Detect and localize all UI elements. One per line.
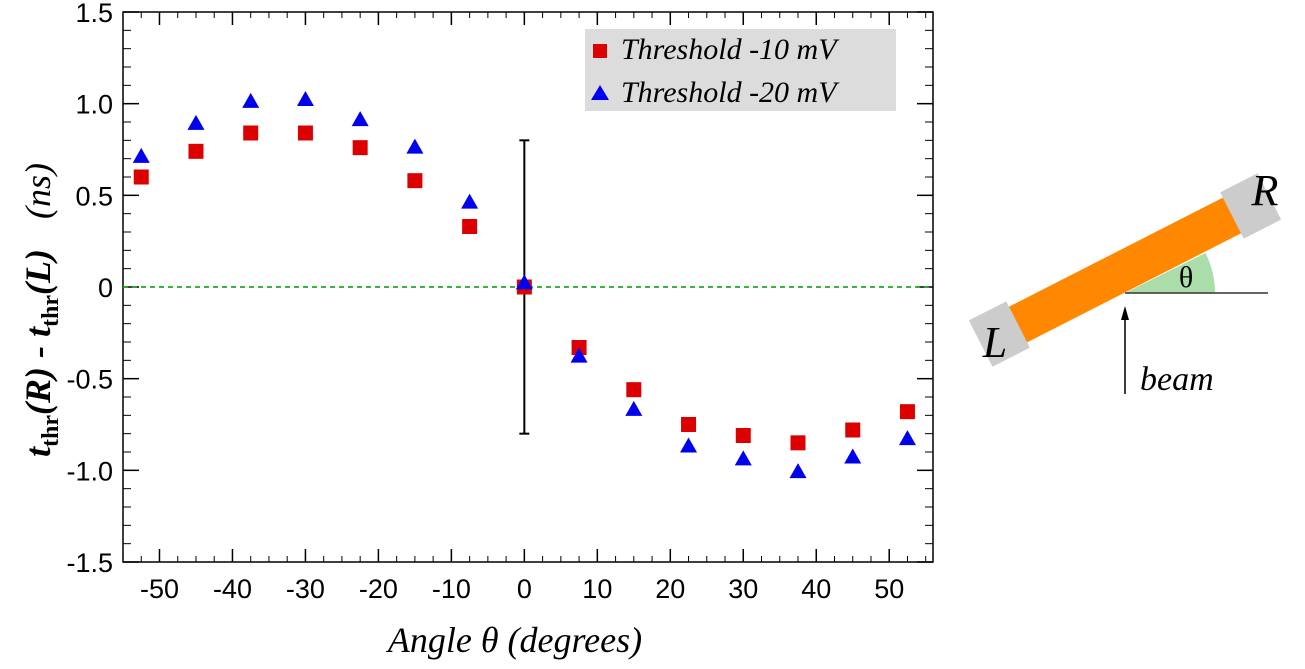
detector-diagram: L R θ beam <box>968 166 1282 398</box>
x-tick-label: 50 <box>874 574 904 604</box>
legend: Threshold -10 mV Threshold -20 mV <box>585 29 896 111</box>
y-axis-title-sub2: thr <box>38 295 64 327</box>
data-point-square <box>681 417 697 432</box>
x-tick-label: -10 <box>432 574 471 604</box>
series-2 <box>132 91 916 479</box>
data-point-triangle <box>625 400 643 416</box>
y-axis-title: tthr(R) - tthr(L)(ns) <box>18 163 64 457</box>
beam-label: beam <box>1140 361 1214 398</box>
data-point-square <box>571 340 587 355</box>
data-point-square <box>845 422 861 438</box>
data-point-triangle <box>570 347 588 363</box>
y-axis-title-sub1: thr <box>38 415 64 447</box>
detector-bar-body <box>1007 196 1243 344</box>
right-end-block <box>1220 173 1282 239</box>
scatter-chart: 1.51.00.50-0.5-1.0-1.5 -50 -40 -30 -20 -10 0 1… <box>18 0 934 660</box>
y-axis-title-t2: t <box>18 326 58 337</box>
beam-arrow-head <box>1121 306 1129 320</box>
left-end-label: L <box>982 318 1007 367</box>
y-tick-label: 0 <box>98 273 113 303</box>
x-tick-label: 30 <box>728 574 758 604</box>
left-end-block <box>968 301 1030 367</box>
x-tick-label: -20 <box>359 574 398 604</box>
x-tick-label: -30 <box>286 574 325 604</box>
data-point-square <box>899 404 915 420</box>
y-tick-label: 1.5 <box>75 0 113 28</box>
major-ticks <box>123 11 933 563</box>
legend-entry-threshold-20: Threshold -20 mV <box>591 76 840 109</box>
data-point-square <box>735 428 751 443</box>
data-point-triangle <box>898 430 916 446</box>
y-tick-labels: 1.5 1.0 0.5 0 -0.5 -1.0 -1.5 <box>66 0 113 578</box>
x-tick-labels: -50 -40 -30 -20 -10 0 10 20 30 40 50 <box>140 574 904 604</box>
data-point-triangle <box>515 274 533 290</box>
data-point-square <box>626 382 642 398</box>
data-point-triangle <box>680 437 698 453</box>
legend-label-threshold-10: Threshold -10 mV <box>621 33 840 66</box>
data-point-square <box>790 435 806 451</box>
data-point-triangle <box>789 463 807 479</box>
data-point-triangle <box>242 92 260 108</box>
x-tick-label: 40 <box>801 574 831 604</box>
data-point-triangle <box>461 193 479 209</box>
data-point-triangle <box>187 114 205 130</box>
data-point-square <box>462 219 478 234</box>
y-tick-label: 1.0 <box>75 90 113 120</box>
data-point-triangle <box>844 448 862 464</box>
detector-bar <box>968 173 1282 367</box>
x-tick-label: 10 <box>582 574 612 604</box>
data-series <box>132 91 916 479</box>
y-tick-label: -1.0 <box>66 456 113 486</box>
y-tick-label: -1.5 <box>66 548 113 578</box>
data-point-square <box>133 169 149 185</box>
y-axis-title-t1: t <box>18 446 58 457</box>
legend-marker-square <box>593 44 607 58</box>
right-end-label: R <box>1251 166 1279 215</box>
data-point-triangle <box>406 138 424 154</box>
data-point-square <box>188 143 204 159</box>
x-axis-title: Angle θ (degrees) <box>386 620 642 660</box>
series-1 <box>133 125 915 451</box>
data-point-triangle <box>351 111 369 127</box>
x-tick-label: 20 <box>655 574 685 604</box>
x-tick-label: -50 <box>140 574 179 604</box>
legend-background <box>585 29 896 111</box>
data-point-square <box>297 125 313 141</box>
legend-marker-triangle <box>591 85 609 100</box>
data-point-square <box>352 140 368 156</box>
legend-label-threshold-20: Threshold -20 mV <box>621 76 840 109</box>
angle-wedge <box>1125 253 1215 293</box>
legend-entry-threshold-10: Threshold -10 mV <box>593 33 840 66</box>
y-tick-label: -0.5 <box>66 365 113 395</box>
data-point-triangle <box>734 450 752 466</box>
minor-ticks <box>122 11 933 563</box>
y-tick-label: 0.5 <box>75 181 113 211</box>
data-point-triangle <box>296 91 314 106</box>
data-point-square <box>243 125 259 141</box>
y-axis-title-unit: (ns) <box>18 163 58 219</box>
angle-label: θ <box>1179 261 1193 294</box>
x-tick-label: -40 <box>213 574 252 604</box>
data-point-triangle <box>132 147 150 163</box>
y-axis-title-r: (R) - <box>18 337 58 415</box>
y-axis-title-l: (L) <box>18 249 58 295</box>
x-tick-label: 0 <box>517 574 532 604</box>
data-point-square <box>407 173 423 189</box>
